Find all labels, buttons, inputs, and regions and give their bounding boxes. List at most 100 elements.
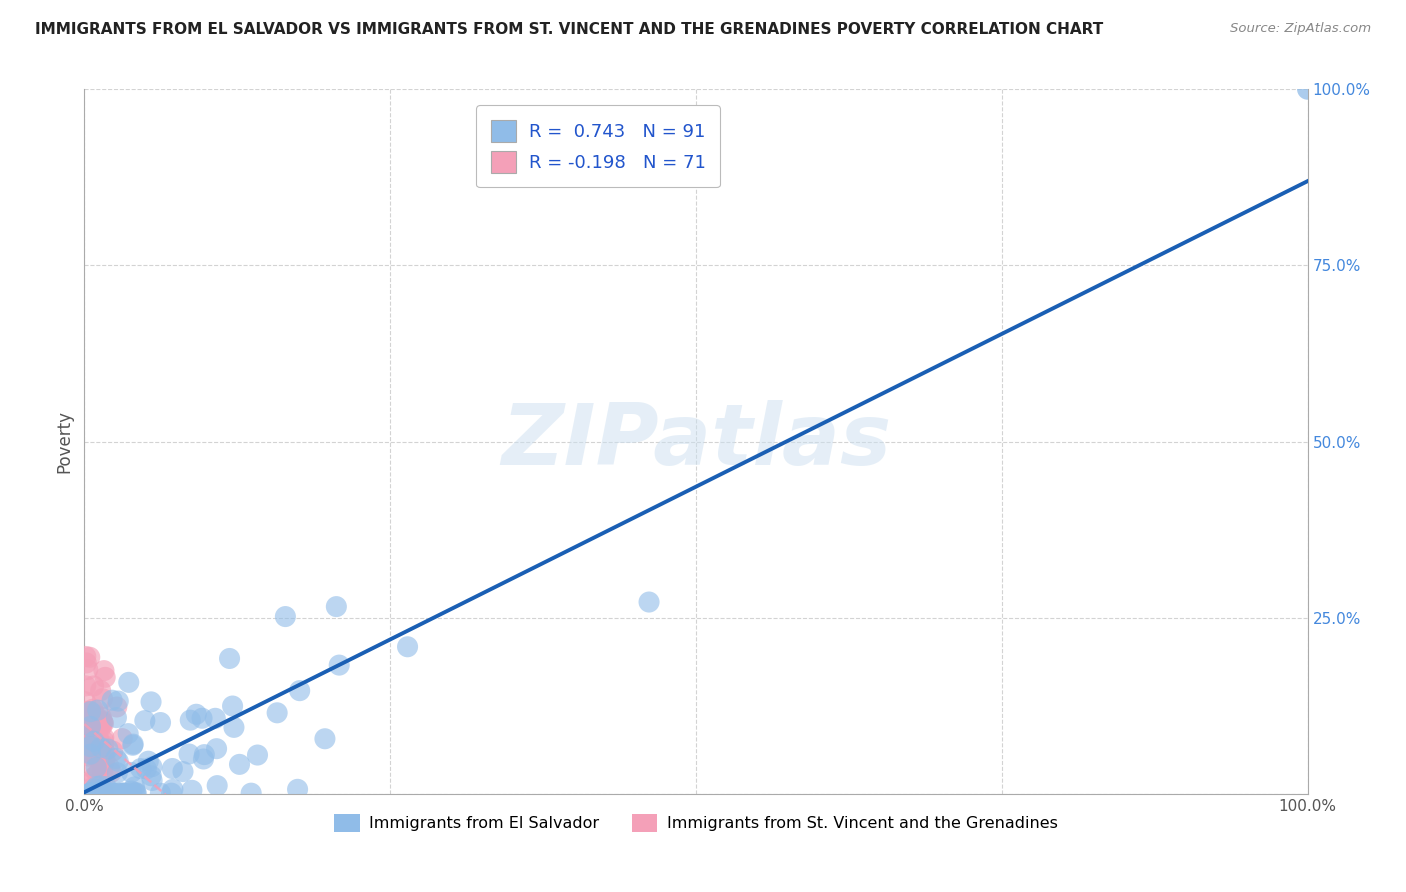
Point [75,649,97,664]
Point [79,705,101,719]
Point [205,741,228,756]
Point [314,731,336,746]
Point [82,734,104,748]
Point [107,754,129,768]
Point [80,780,103,795]
Point [139,695,162,709]
Point [141,773,163,788]
Point [75,742,97,756]
Point [325,599,347,614]
Point [101,786,124,800]
Point [191,711,214,725]
Point [108,786,131,800]
Point [93,756,115,770]
Point [91,785,114,799]
Point [87,786,110,800]
Point [186,707,208,722]
Point [120,786,142,800]
Point [98,786,121,800]
Point [101,744,124,758]
Point [86,786,108,800]
Point [79,786,101,800]
Point [93,664,115,678]
Point [91,714,114,729]
Point [93,738,115,752]
Point [80,718,103,732]
Point [1296,82,1319,96]
Point [103,786,125,800]
Text: IMMIGRANTS FROM EL SALVADOR VS IMMIGRANTS FROM ST. VINCENT AND THE GRENADINES PO: IMMIGRANTS FROM EL SALVADOR VS IMMIGRANT… [35,22,1104,37]
Point [87,749,110,764]
Point [177,747,200,761]
Point [124,786,146,800]
Point [75,737,97,751]
Point [115,786,138,800]
Point [87,731,110,745]
Point [193,747,215,762]
Point [79,786,101,800]
Point [288,683,311,698]
Point [94,752,117,766]
Point [89,747,111,762]
Point [136,754,159,768]
Point [75,656,97,670]
Point [83,734,105,748]
Point [90,683,112,698]
Point [105,751,128,765]
Point [228,757,250,772]
Point [94,780,117,794]
Point [87,739,110,754]
Point [101,693,124,707]
Point [89,740,111,755]
Point [120,765,142,780]
Point [82,737,104,751]
Point [98,786,121,800]
Point [86,780,108,794]
Point [82,761,104,775]
Point [90,720,112,734]
Point [266,706,288,720]
Point [111,731,134,746]
Point [84,760,107,774]
Point [76,736,98,750]
Point [98,760,121,774]
Point [86,767,108,781]
Point [91,764,114,778]
Point [90,740,112,755]
Point [83,707,105,722]
Point [79,747,101,761]
Point [89,736,111,750]
Point [79,739,101,754]
Point [112,786,135,800]
Point [103,786,125,800]
Point [75,707,97,722]
Point [162,762,184,776]
Point [172,764,194,779]
Point [94,786,117,800]
Point [82,714,104,729]
Point [83,679,105,693]
Point [105,710,128,724]
Point [121,739,143,753]
Point [80,743,103,757]
Point [125,786,148,800]
Point [75,695,97,709]
Point [149,786,172,800]
Point [76,776,98,790]
Point [204,711,226,725]
Point [76,734,98,748]
Point [79,786,101,800]
Point [112,786,135,800]
Point [107,694,129,708]
Point [124,780,146,794]
Point [82,702,104,716]
Point [221,699,243,714]
Point [79,786,101,800]
Point [111,786,134,800]
Legend: Immigrants from El Salvador, Immigrants from St. Vincent and the Grenadines: Immigrants from El Salvador, Immigrants … [328,807,1064,838]
Point [222,720,245,734]
Point [90,713,112,727]
Point [75,704,97,718]
Point [141,769,163,783]
Point [93,734,115,748]
